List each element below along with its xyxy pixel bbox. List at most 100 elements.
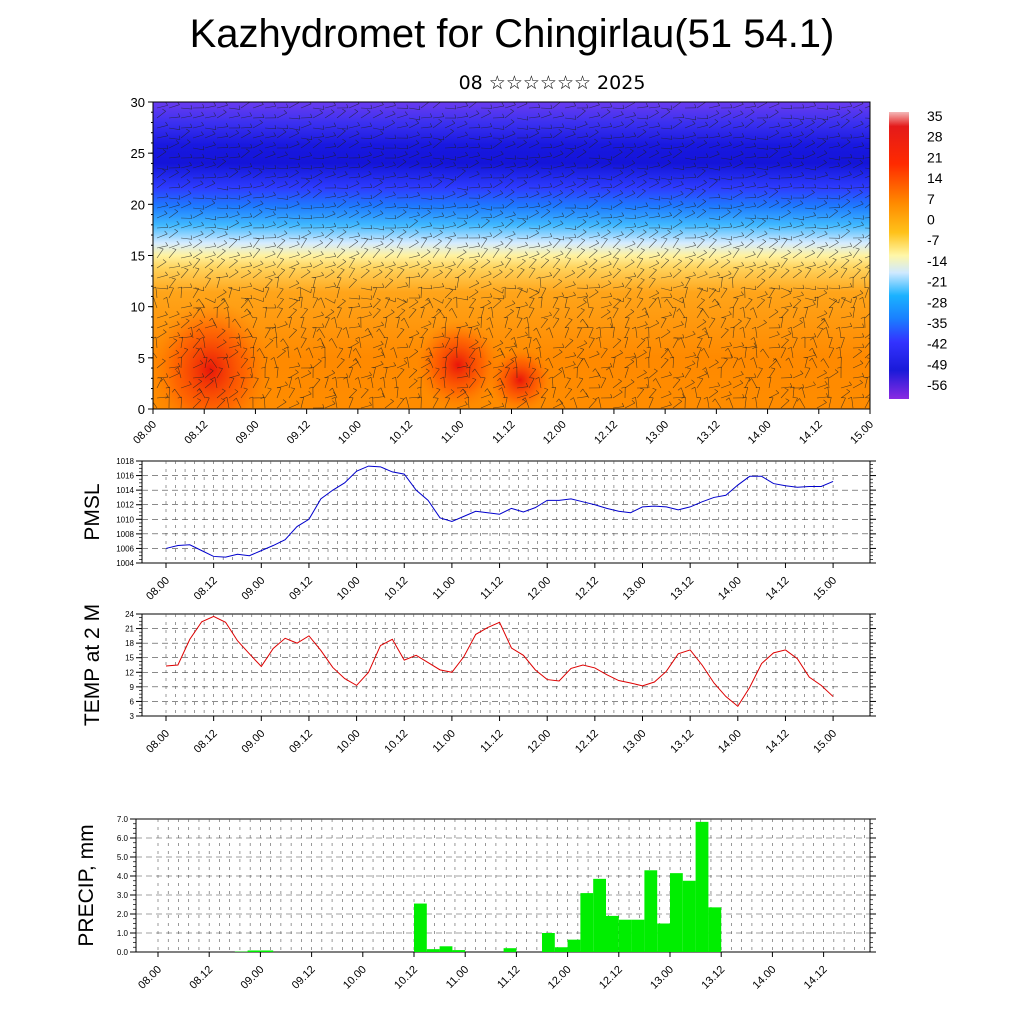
wind-barb-flag	[774, 148, 778, 152]
wind-barb-flag	[356, 250, 360, 254]
wind-barb	[396, 399, 404, 409]
wind-barb-flag	[704, 270, 708, 275]
wind-barb	[720, 237, 732, 241]
wind-barb	[600, 157, 612, 161]
wind-barb-flag	[500, 160, 504, 165]
wind-barb-flag	[776, 331, 780, 335]
wind-barb-flag	[405, 282, 409, 286]
wind-barb-flag	[358, 163, 361, 168]
wind-barb	[180, 287, 182, 299]
wind-barb-flag	[556, 398, 560, 403]
wind-barb-flag	[822, 268, 826, 272]
wind-barb	[312, 112, 323, 119]
wind-barb-flag	[657, 122, 661, 127]
y-tick-label: 24	[125, 610, 134, 619]
wind-barb-flag	[202, 103, 205, 108]
wind-barb-flag	[676, 247, 681, 251]
wind-barb	[540, 114, 552, 119]
wind-barb-flag	[799, 316, 804, 320]
wind-barb-flag	[657, 102, 661, 107]
wind-barb	[828, 397, 832, 409]
wind-barb-flag	[622, 143, 625, 148]
wind-barb-flag	[619, 149, 623, 153]
wind-barb	[384, 367, 388, 379]
wind-barb	[228, 207, 240, 210]
wind-barb-flag	[609, 363, 613, 367]
wind-barb	[192, 259, 201, 269]
wind-barb	[180, 181, 191, 189]
wind-barb-flag	[728, 276, 733, 279]
wind-barb-flag	[165, 132, 169, 137]
wind-barb	[432, 389, 441, 399]
wind-barb	[600, 191, 611, 199]
wind-barb-flag	[814, 205, 817, 210]
wind-barb-flag	[330, 109, 335, 113]
wind-barb	[312, 172, 323, 179]
wind-barb-flag	[393, 191, 396, 196]
wind-barb	[504, 121, 515, 129]
wind-barb-flag	[524, 326, 529, 329]
wind-barb-flag	[261, 366, 266, 369]
wind-barb	[756, 233, 768, 239]
precip-bar	[618, 919, 632, 952]
wind-barb-flag	[352, 278, 357, 281]
wind-barb	[360, 111, 371, 119]
wind-barb	[432, 162, 443, 169]
wind-barb	[408, 117, 420, 121]
wind-barb	[348, 111, 359, 119]
wind-barb-flag	[823, 159, 827, 163]
wind-barb-flag	[249, 262, 253, 266]
wind-barb	[672, 270, 682, 279]
wind-barb	[252, 317, 258, 329]
wind-barb-flag	[730, 185, 733, 190]
wind-barb-flag	[166, 284, 169, 289]
wind-barb-flag	[439, 160, 444, 164]
wind-barb-flag	[214, 155, 217, 160]
wind-barb-flag	[415, 140, 420, 144]
wind-barb	[768, 334, 780, 339]
wind-barb-flag	[165, 121, 168, 126]
wind-barb-flag	[226, 353, 229, 358]
wind-barb-flag	[441, 343, 445, 347]
wind-barb	[444, 269, 453, 279]
wind-barb-flag	[438, 118, 443, 122]
x-tick-label: 08.00	[144, 575, 172, 603]
wind-barb	[252, 297, 264, 302]
wind-barb	[732, 185, 744, 189]
wind-barb	[528, 116, 540, 119]
wind-barb-flag	[713, 228, 718, 232]
wind-barb	[696, 299, 705, 309]
wind-barb	[516, 307, 521, 319]
wind-barb-flag	[859, 159, 863, 164]
wind-barb	[432, 286, 444, 289]
wind-barb-flag	[512, 230, 516, 235]
wind-barb-flag	[568, 238, 573, 241]
wind-barb-flag	[616, 238, 621, 241]
wind-barb-flag	[498, 368, 502, 372]
wind-barb-flag	[342, 108, 346, 112]
y-axis-label: PRECIP, mm	[75, 824, 98, 946]
wind-barb	[384, 280, 394, 289]
wind-barb-flag	[583, 179, 587, 183]
wind-barb-flag	[224, 231, 228, 235]
wind-barb-flag	[836, 346, 840, 350]
wind-barb	[636, 231, 647, 239]
wind-barb	[396, 147, 408, 150]
x-tick-label: 10.00	[336, 419, 364, 447]
wind-barb-flag	[171, 277, 176, 280]
wind-barb-flag	[225, 172, 229, 177]
wind-barb	[372, 354, 384, 359]
wind-barb	[408, 370, 418, 379]
wind-barb	[609, 367, 614, 379]
wind-barb	[240, 336, 252, 339]
wind-barb	[264, 214, 276, 219]
wind-barb-flag	[502, 204, 505, 209]
wind-barb	[156, 181, 166, 189]
wind-barb	[696, 321, 707, 329]
wind-barb	[432, 297, 443, 304]
wind-barb	[372, 271, 383, 279]
wind-barb-flag	[236, 211, 240, 215]
wind-barb-flag	[712, 287, 717, 290]
warm-core-right	[488, 348, 552, 409]
wind-barb	[180, 193, 192, 199]
